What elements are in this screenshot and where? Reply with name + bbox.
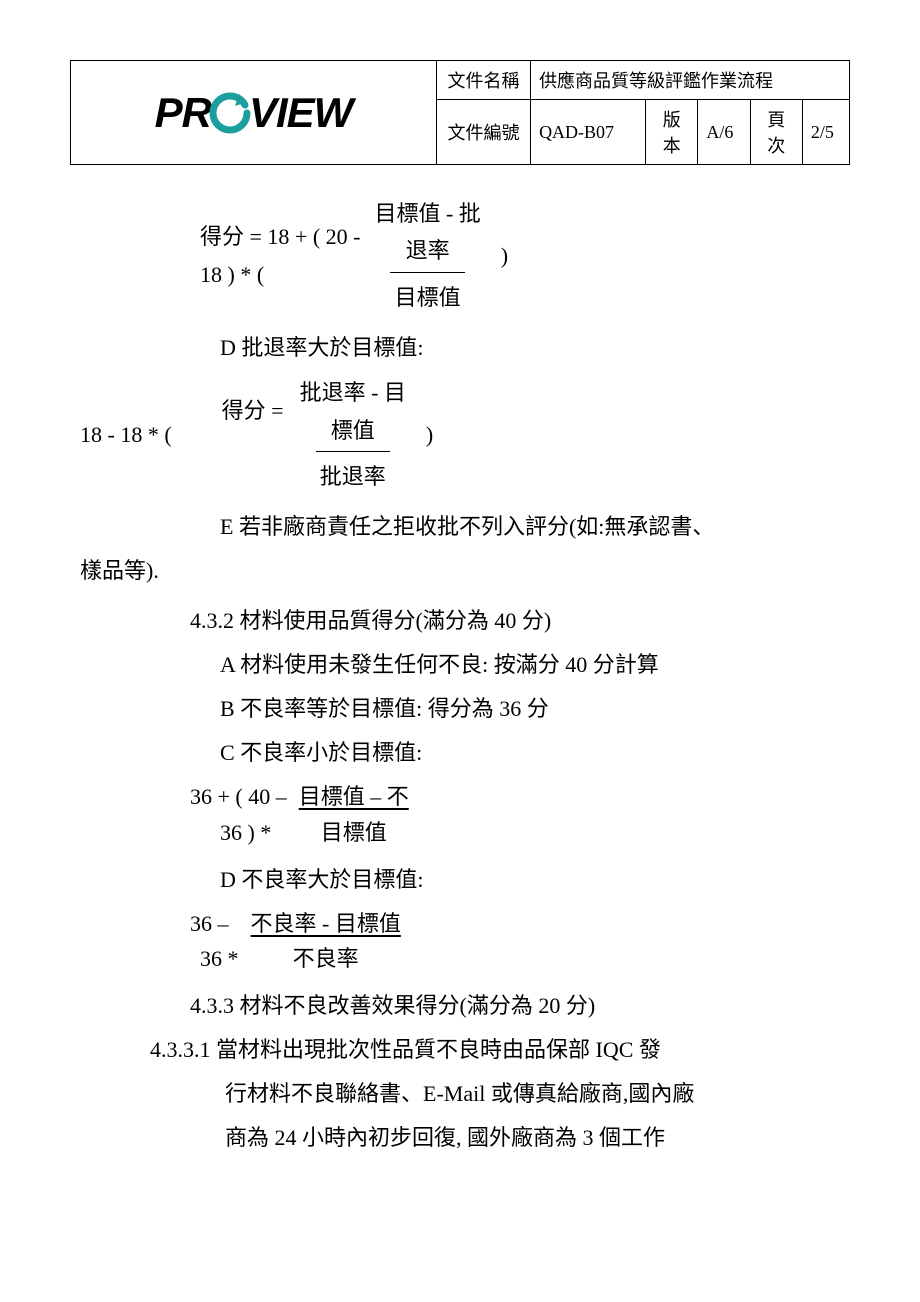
version-label: 版本 xyxy=(646,100,698,165)
line-d1: D 批退率大於目標值: xyxy=(70,326,850,370)
line-e: E 若非廠商責任之拒收批不列入評分(如:無承認書、 xyxy=(70,505,850,549)
doc-no-value: QAD-B07 xyxy=(531,100,646,165)
formula-1-denominator: 目標值 xyxy=(395,275,461,316)
formula-4-numerator: 不良率 - 目標值 xyxy=(251,906,401,941)
formula-1-left: 得分 = 18 + ( 20 - 18 ) * ( xyxy=(200,218,368,293)
formula-2-close: ) xyxy=(412,416,433,453)
logo-view: VIEW xyxy=(249,89,352,137)
section-4-3-2-c: C 不良率小於目標值: xyxy=(70,731,850,775)
formula-4: 36 – 36 * 不良率 - 目標值 不良率 xyxy=(70,906,850,976)
section-4-3-2-a: A 材料使用未發生任何不良: 按滿分 40 分計算 xyxy=(70,643,850,687)
formula-4-left: 36 – 36 * xyxy=(190,906,251,976)
f2-num-l2: 標值 xyxy=(316,412,390,452)
s4331-line2: 行材料不良聯絡書、E-Mail 或傳真給廠商,國內廠 xyxy=(70,1072,850,1116)
document-header-table: PR VIEW 文件名稱 供應商品質等級評鑑作業流程 文件編號 QAD-B07 … xyxy=(70,60,850,165)
formula-4-denominator: 不良率 xyxy=(293,941,359,976)
s4331-line1: 當材料出現批次性品質不良時由品保部 IQC 發 xyxy=(216,1037,661,1062)
formula-2-denominator: 批退率 xyxy=(320,454,386,495)
formula-1-left-line1: 得分 = 18 + ( 20 - xyxy=(200,218,360,255)
f3-left-l2: 36 ) * xyxy=(190,815,271,850)
doc-name-label: 文件名稱 xyxy=(436,61,530,100)
formula-2: 18 - 18 * ( 得分 = 批退率 - 目 標值 批退率 ) xyxy=(70,374,850,495)
s4331-line3: 商為 24 小時內初步回復, 國外廠商為 3 個工作 xyxy=(70,1116,850,1160)
formula-3-fraction: 目標值 – 不 目標值 xyxy=(299,779,409,849)
f2-num-l1: 批退率 - 目 xyxy=(300,374,406,411)
formula-3-denominator: 目標值 xyxy=(321,815,387,850)
logo-pr: PR xyxy=(155,89,211,137)
formula-2-left: 得分 = xyxy=(182,374,294,429)
formula-1: 得分 = 18 + ( 20 - 18 ) * ( 目標值 - 批 退率 目標值… xyxy=(70,195,850,316)
f1-num-l1: 目標值 - 批 xyxy=(374,195,480,232)
f4-left-l2: 36 * xyxy=(190,941,239,976)
formula-3-left: 36 + ( 40 – 36 ) * xyxy=(190,779,299,849)
formula-1-fraction: 目標值 - 批 退率 目標值 xyxy=(368,195,486,316)
formula-4-fraction: 不良率 - 目標值 不良率 xyxy=(251,906,401,976)
section-4-3-3-1: 4.3.3.1 當材料出現批次性品質不良時由品保部 IQC 發 xyxy=(70,1028,850,1072)
doc-name-value: 供應商品質等級評鑑作業流程 xyxy=(531,61,850,100)
logo-cell: PR VIEW xyxy=(71,61,437,165)
version-value: A/6 xyxy=(698,100,750,165)
formula-2-fraction: 批退率 - 目 標值 批退率 xyxy=(294,374,412,495)
doc-no-label: 文件編號 xyxy=(436,100,530,165)
page-value: 2/5 xyxy=(802,100,849,165)
s4331-lead: 4.3.3.1 xyxy=(150,1037,216,1062)
line-e2: 樣品等). xyxy=(70,549,850,593)
section-4-3-2-b: B 不良率等於目標值: 得分為 36 分 xyxy=(70,687,850,731)
f1-num-l2: 退率 xyxy=(390,232,464,272)
page-label: 頁次 xyxy=(750,100,802,165)
section-4-3-2: 4.3.2 材料使用品質得分(滿分為 40 分) xyxy=(70,599,850,643)
logo-o-icon xyxy=(209,92,251,134)
document-body: 得分 = 18 + ( 20 - 18 ) * ( 目標值 - 批 退率 目標值… xyxy=(70,195,850,1160)
formula-1-close: ) xyxy=(487,237,508,274)
section-4-3-2-d: D 不良率大於目標值: xyxy=(70,858,850,902)
f3-left-l1: 36 + ( 40 – xyxy=(190,779,287,814)
formula-1-numerator: 目標值 - 批 退率 xyxy=(368,195,486,275)
formula-2-numerator: 批退率 - 目 標值 xyxy=(294,374,412,454)
formula-2-outer-left: 18 - 18 * ( xyxy=(80,416,182,453)
f4-left-l1: 36 – xyxy=(190,906,229,941)
formula-1-left-line2: 18 ) * ( xyxy=(200,256,360,293)
formula-3-numerator: 目標值 – 不 xyxy=(299,779,409,814)
formula-3: 36 + ( 40 – 36 ) * 目標值 – 不 目標值 xyxy=(70,779,850,849)
section-4-3-3: 4.3.3 材料不良改善效果得分(滿分為 20 分) xyxy=(70,984,850,1028)
proview-logo: PR VIEW xyxy=(155,89,353,137)
